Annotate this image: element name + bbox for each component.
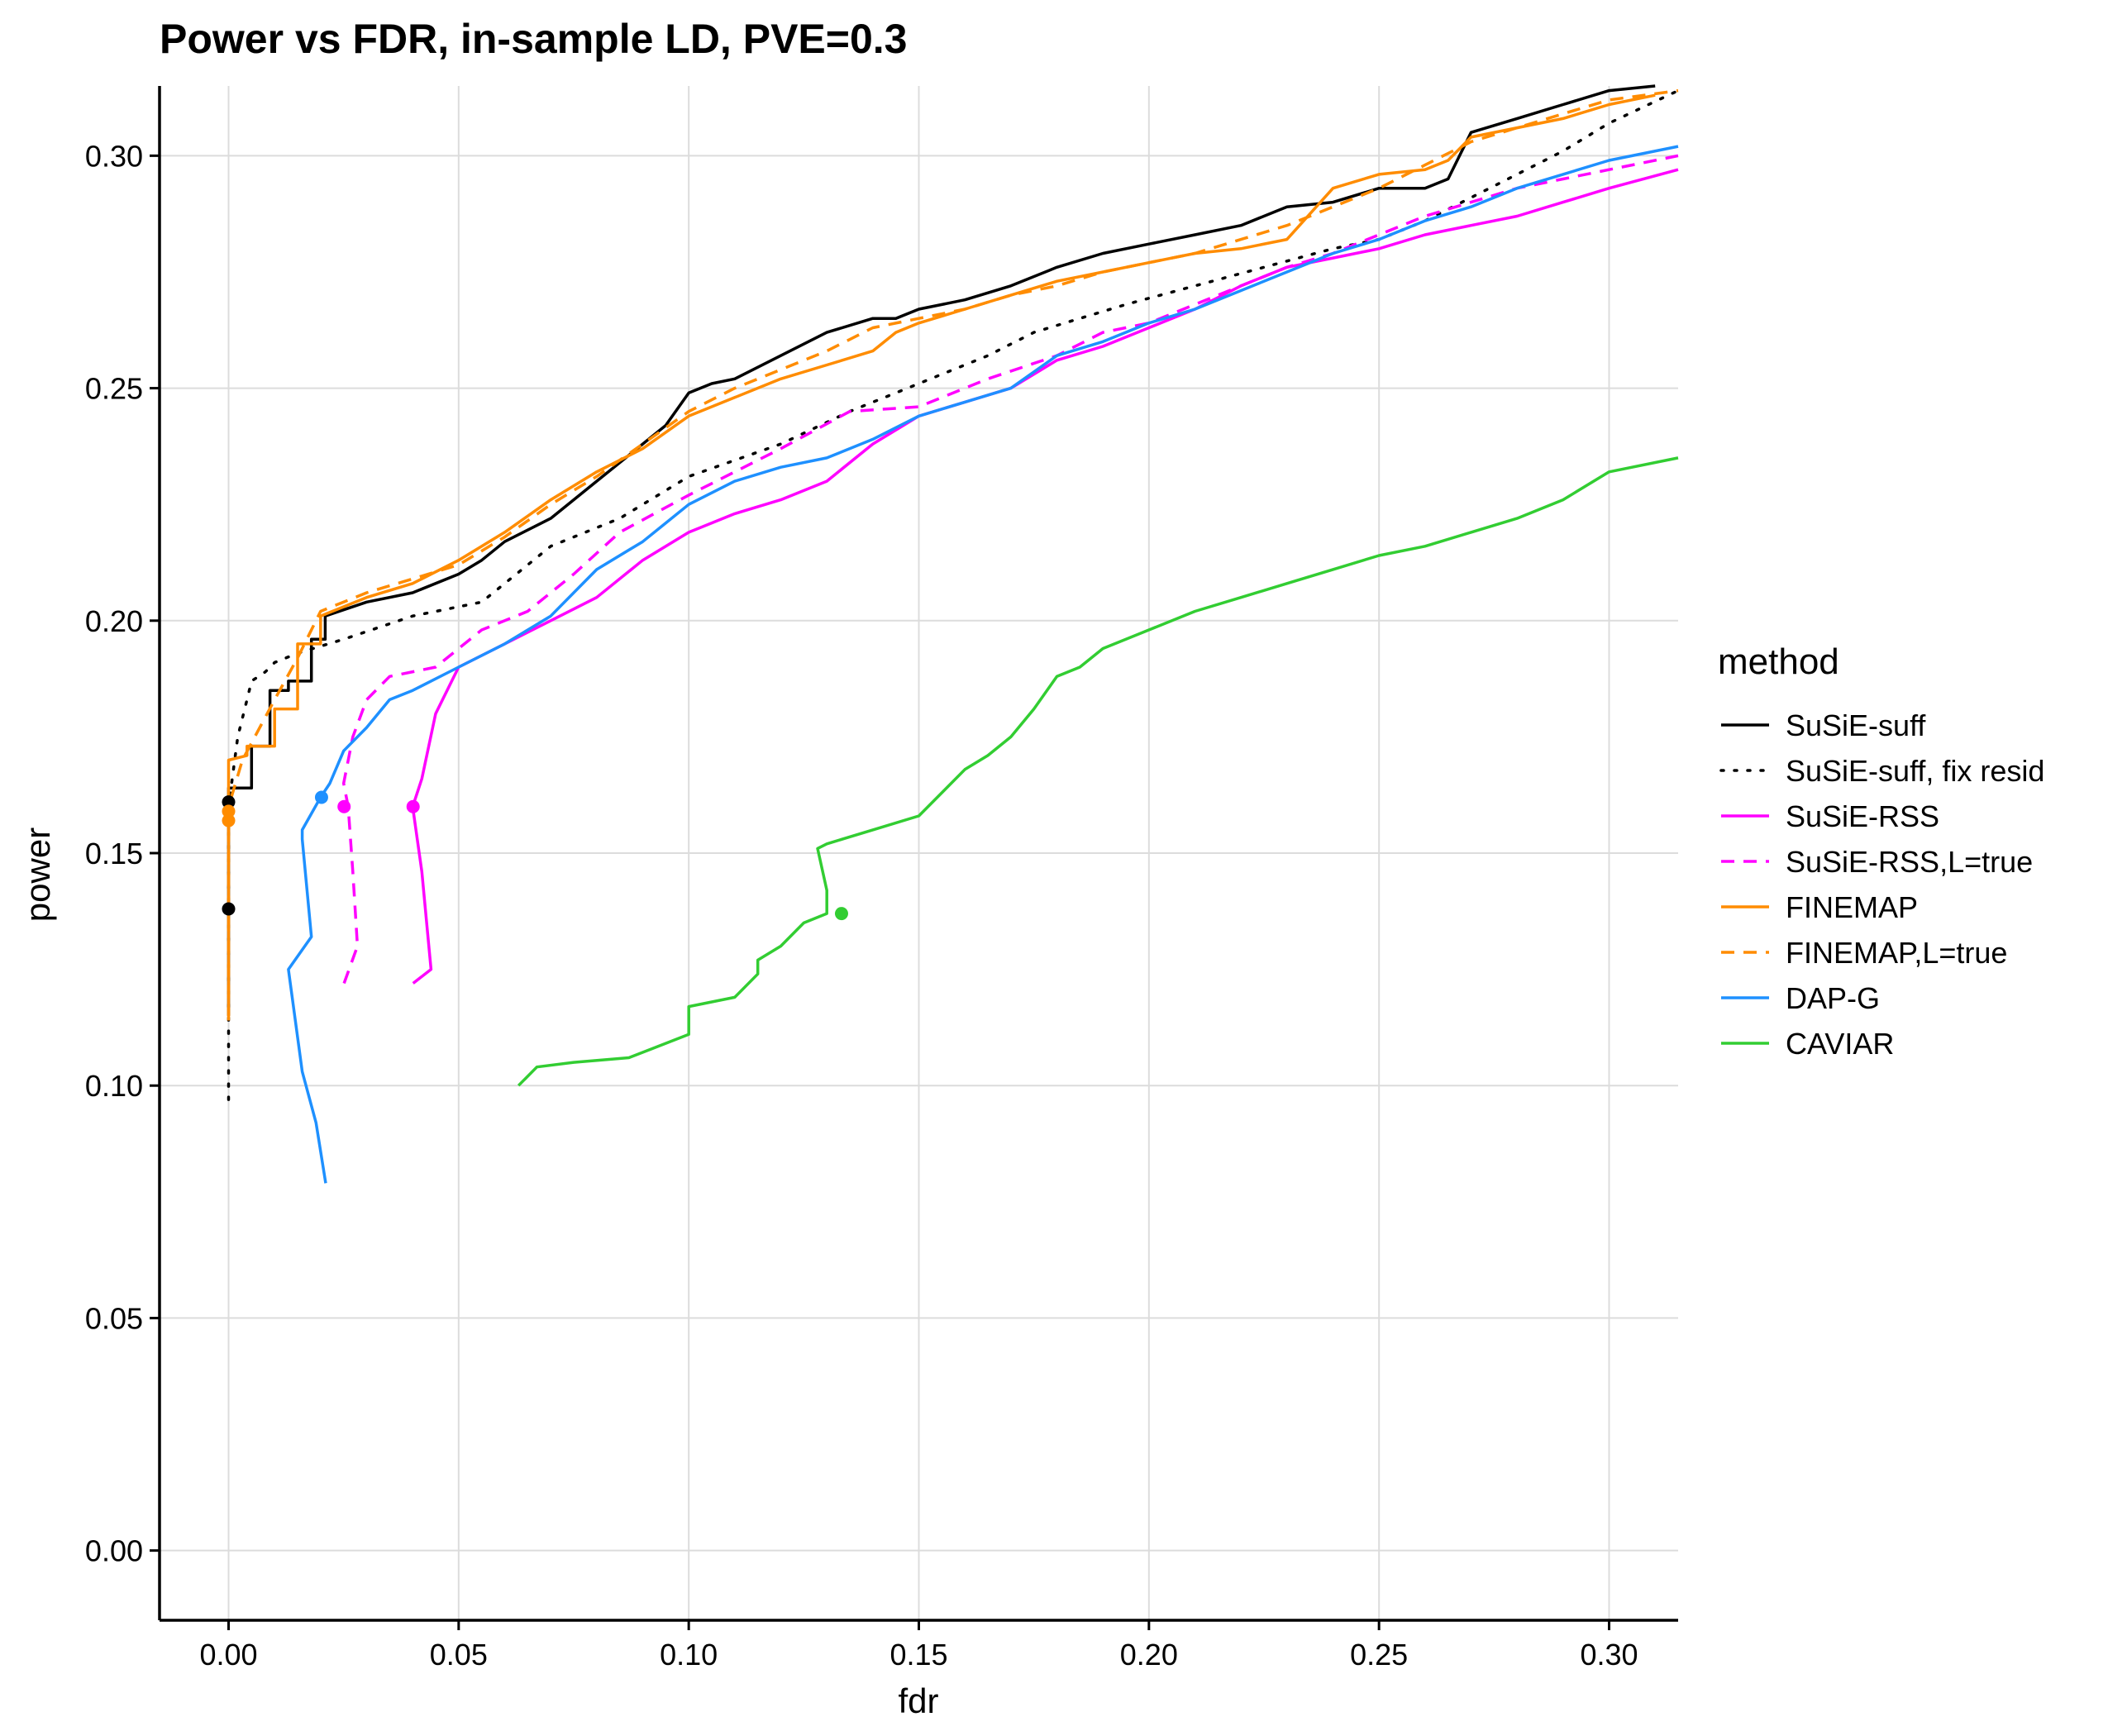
- x-tick-label: 0.25: [1350, 1638, 1408, 1672]
- y-tick-label: 0.25: [85, 372, 143, 406]
- series-line-finemap: [227, 93, 1656, 1016]
- series-line-finemap-l-true: [227, 88, 1679, 1021]
- x-tick-label: 0.30: [1580, 1638, 1638, 1672]
- legend-label-susie-rss: SuSiE-RSS: [1786, 799, 1939, 833]
- y-tick-label: 0.30: [85, 139, 143, 173]
- grid: [160, 86, 1678, 1620]
- endpoint-marker-caviar: [834, 907, 848, 921]
- endpoint-marker-susie-rss: [406, 799, 420, 813]
- x-tick-label: 0.05: [430, 1638, 488, 1672]
- series-line-caviar: [517, 456, 1679, 1087]
- y-tick-label: 0.00: [85, 1534, 143, 1568]
- legend-label-finemap: FINEMAP: [1786, 890, 1918, 924]
- legend: method SuSiE-suff SuSiE-suff, fix resid Su…: [1718, 641, 2044, 1061]
- x-tick-label: 0.20: [1120, 1638, 1178, 1672]
- endpoint-marker-susie-rss-l-true: [337, 799, 351, 813]
- x-tick-label: 0.00: [199, 1638, 257, 1672]
- plot-series: [222, 84, 1680, 1184]
- series-line-susie-suff-fix-resid: [227, 88, 1680, 1101]
- endpoint-marker-finemap: [222, 813, 236, 827]
- legend-label-susie-suff-fix-resid: SuSiE-suff, fix resid: [1786, 754, 2044, 788]
- y-axis-title: power: [18, 827, 57, 922]
- y-tick-label: 0.05: [85, 1301, 143, 1335]
- endpoint-marker-dap-g: [314, 790, 328, 804]
- legend-title: method: [1718, 641, 1839, 682]
- series-line-susie-rss: [411, 168, 1679, 985]
- chart-title: Power vs FDR, in-sample LD, PVE=0.3: [160, 16, 907, 62]
- legend-label-susie-suff: SuSiE-suff: [1786, 708, 1926, 742]
- x-tick-label: 0.10: [660, 1638, 718, 1672]
- series-line-susie-rss-l-true: [341, 154, 1679, 985]
- legend-label-finemap-l-true: FINEMAP,L=true: [1786, 936, 2007, 970]
- legend-label-caviar: CAVIAR: [1786, 1027, 1894, 1061]
- x-tick-label: 0.15: [889, 1638, 947, 1672]
- y-tick-label: 0.10: [85, 1069, 143, 1103]
- endpoint-marker-susie-suff: [222, 902, 236, 916]
- endpoint-marker-susie-suff: [222, 795, 236, 809]
- legend-label-dap-g: DAP-G: [1786, 981, 1880, 1015]
- y-tick-label: 0.20: [85, 604, 143, 638]
- axes: 0.00 0.05 0.10 0.15 0.20 0.25 0.30 0.00 0.05 0.10…: [85, 86, 1678, 1672]
- endpoint-marker-finemap: [222, 804, 236, 818]
- legend-label-susie-rss-l-true: SuSiE-RSS,L=true: [1786, 845, 2033, 879]
- y-tick-label: 0.15: [85, 837, 143, 870]
- series-line-dap-g: [287, 145, 1679, 1184]
- x-axis-title: fdr: [898, 1681, 938, 1720]
- series-line-susie-suff: [227, 84, 1656, 1016]
